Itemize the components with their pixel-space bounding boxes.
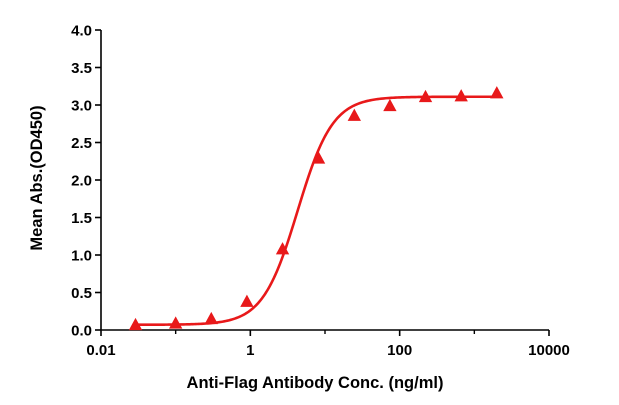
y-axis-ticks: 0.0 0.5 1.0 1.5 2.0 2.5 3.0 3.5 4.0: [71, 23, 101, 340]
y-tick-label: 1.0: [71, 248, 92, 265]
x-tick-label: 10000: [528, 342, 570, 359]
x-tick-label: 1: [246, 342, 254, 359]
x-tick-label: 100: [387, 342, 412, 359]
data-point: [311, 151, 326, 164]
y-tick-label: 0.0: [71, 323, 92, 340]
data-point: [454, 89, 468, 102]
y-tick-label: 3.0: [71, 98, 92, 115]
data-points: [128, 86, 504, 331]
y-tick-label: 2.0: [71, 173, 92, 190]
data-point: [347, 108, 361, 121]
x-axis-title: Anti-Flag Antibody Conc. (ng/ml): [187, 374, 444, 392]
data-point: [240, 294, 254, 307]
y-tick-label: 0.5: [71, 285, 92, 302]
data-point: [275, 242, 290, 255]
y-axis-title: Mean Abs.(OD450): [28, 105, 46, 250]
data-point: [128, 317, 143, 331]
data-point: [418, 89, 433, 103]
data-point: [490, 86, 504, 99]
y-tick-label: 3.5: [71, 60, 92, 77]
y-tick-label: 4.0: [71, 23, 92, 40]
data-point: [383, 98, 397, 112]
x-axis-ticks: 0.01 1 100 10000: [86, 330, 570, 359]
y-tick-label: 1.5: [71, 210, 92, 227]
fit-curve: [135, 95, 497, 327]
y-tick-label: 2.5: [71, 135, 92, 152]
data-point: [204, 311, 218, 325]
data-point: [168, 316, 183, 329]
axes: [100, 30, 549, 331]
x-tick-label: 0.01: [86, 342, 115, 359]
